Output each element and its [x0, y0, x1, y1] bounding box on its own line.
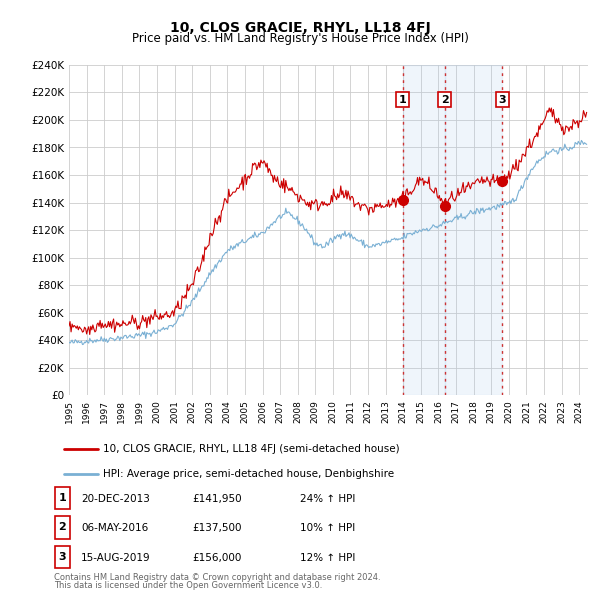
- Text: 1: 1: [399, 94, 407, 104]
- Text: 20-DEC-2013: 20-DEC-2013: [81, 494, 150, 503]
- Text: 06-MAY-2016: 06-MAY-2016: [81, 523, 148, 533]
- Text: £137,500: £137,500: [192, 523, 241, 533]
- Text: 10, CLOS GRACIE, RHYL, LL18 4FJ (semi-detached house): 10, CLOS GRACIE, RHYL, LL18 4FJ (semi-de…: [103, 444, 400, 454]
- Text: Price paid vs. HM Land Registry's House Price Index (HPI): Price paid vs. HM Land Registry's House …: [131, 32, 469, 45]
- Text: 2: 2: [59, 523, 66, 532]
- Text: 3: 3: [59, 552, 66, 562]
- Text: HPI: Average price, semi-detached house, Denbighshire: HPI: Average price, semi-detached house,…: [103, 469, 394, 479]
- Bar: [445, 65, 502, 395]
- Text: 2: 2: [441, 94, 448, 104]
- Bar: [403, 65, 445, 395]
- Text: 1: 1: [59, 493, 66, 503]
- Text: £156,000: £156,000: [192, 553, 241, 562]
- Text: 10% ↑ HPI: 10% ↑ HPI: [300, 523, 355, 533]
- Text: This data is licensed under the Open Government Licence v3.0.: This data is licensed under the Open Gov…: [54, 581, 322, 590]
- Text: Contains HM Land Registry data © Crown copyright and database right 2024.: Contains HM Land Registry data © Crown c…: [54, 572, 380, 582]
- Text: £141,950: £141,950: [192, 494, 242, 503]
- Text: 12% ↑ HPI: 12% ↑ HPI: [300, 553, 355, 562]
- Text: 10, CLOS GRACIE, RHYL, LL18 4FJ: 10, CLOS GRACIE, RHYL, LL18 4FJ: [170, 21, 430, 35]
- Text: 15-AUG-2019: 15-AUG-2019: [81, 553, 151, 562]
- Text: 24% ↑ HPI: 24% ↑ HPI: [300, 494, 355, 503]
- Text: 3: 3: [499, 94, 506, 104]
